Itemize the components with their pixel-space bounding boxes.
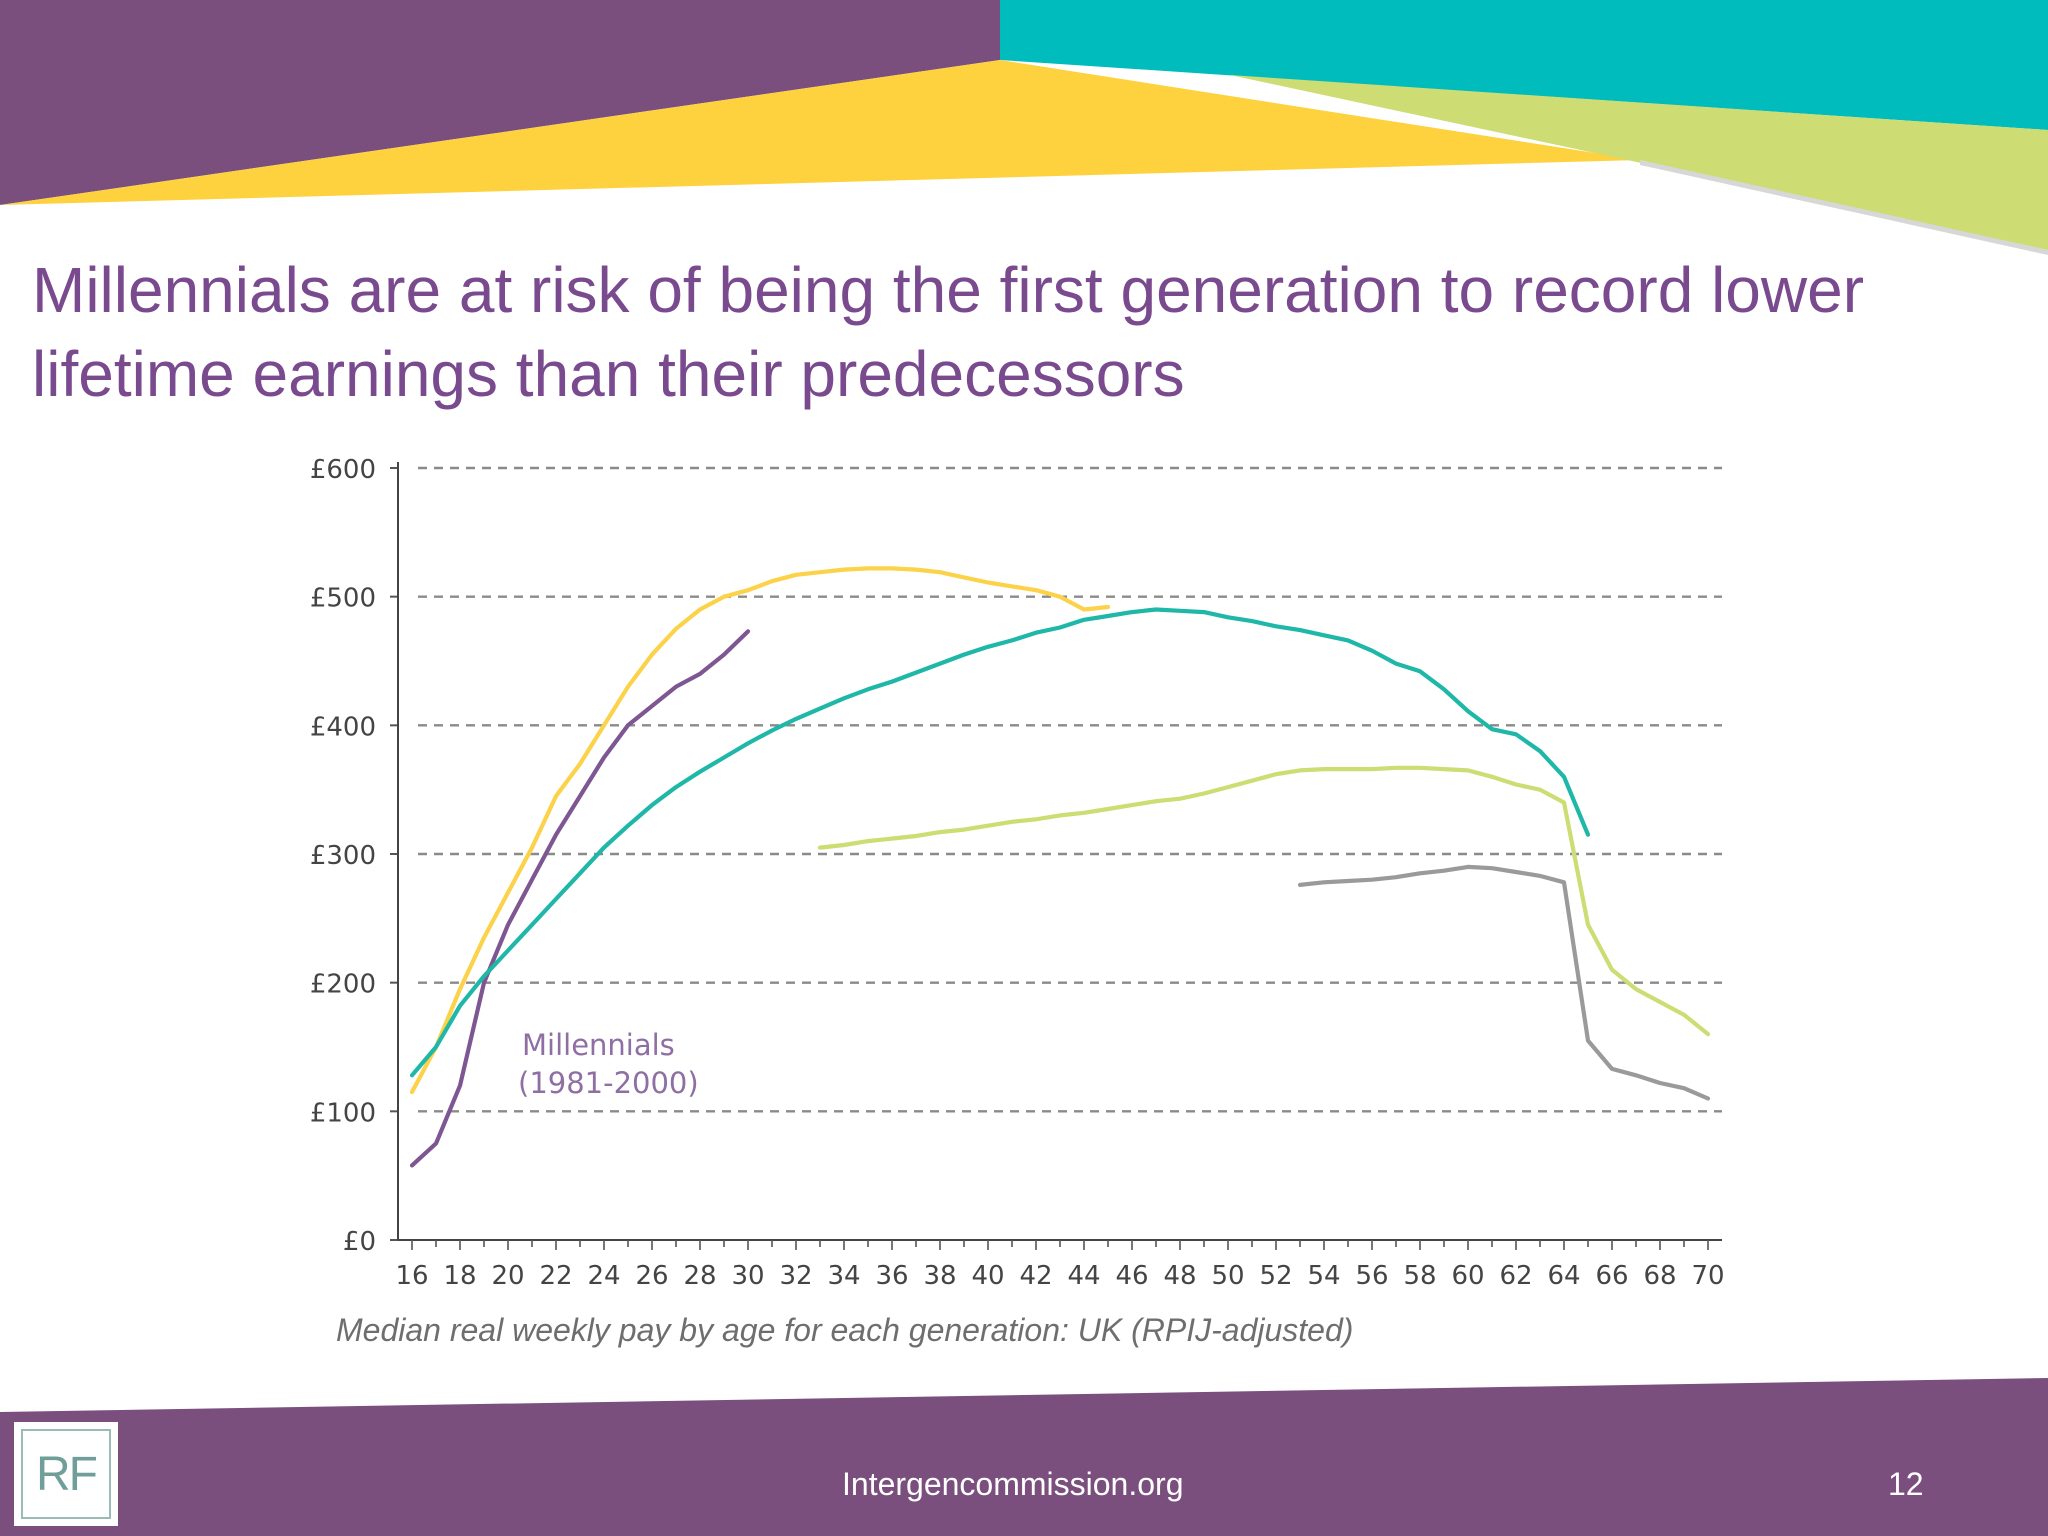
x-tick-label: 24 xyxy=(587,1261,620,1291)
series-line-2 xyxy=(409,607,1591,1078)
banner-teal-band xyxy=(0,0,2048,130)
x-tick-label: 56 xyxy=(1355,1261,1388,1291)
x-tick-label: 38 xyxy=(923,1261,956,1291)
x-tick-label: 40 xyxy=(971,1261,1004,1291)
y-tick-label: £0 xyxy=(343,1227,376,1257)
y-tick-label: £100 xyxy=(310,1098,376,1128)
x-tick-label: 32 xyxy=(779,1261,812,1291)
banner-yellow-band xyxy=(0,60,1640,205)
millennials-annotation-line1: Millennials xyxy=(522,1028,675,1062)
y-tick-label: £300 xyxy=(310,841,376,871)
x-tick-label: 52 xyxy=(1259,1261,1292,1291)
series-line-4 xyxy=(1297,864,1711,1101)
page-number: 12 xyxy=(1888,1466,1924,1502)
x-tick-label: 58 xyxy=(1403,1261,1436,1291)
banner-purple-band xyxy=(0,0,1000,205)
chart-caption: Median real weekly pay by age for each g… xyxy=(336,1312,1354,1348)
y-tick-label: £200 xyxy=(310,970,376,1000)
y-tick-label: £500 xyxy=(310,584,376,614)
x-tick-label: 42 xyxy=(1019,1261,1052,1291)
x-tick-label: 60 xyxy=(1451,1261,1484,1291)
x-tick-label: 44 xyxy=(1067,1261,1100,1291)
x-tick-label: 36 xyxy=(875,1261,908,1291)
x-tick-label: 16 xyxy=(395,1261,428,1291)
x-tick-label: 62 xyxy=(1499,1261,1532,1291)
series-line-3 xyxy=(817,765,1711,1037)
series-line-0 xyxy=(409,566,1111,1095)
millennials-annotation-line2: (1981-2000) xyxy=(518,1066,699,1100)
x-tick-label: 46 xyxy=(1115,1261,1148,1291)
banner-lime-edge xyxy=(1640,160,2048,255)
x-tick-label: 28 xyxy=(683,1261,716,1291)
footer-purple-band xyxy=(0,1378,2048,1536)
x-tick-label: 50 xyxy=(1211,1261,1244,1291)
series-line-1 xyxy=(409,629,751,1168)
x-tick-label: 20 xyxy=(491,1261,524,1291)
rf-logo-text: RF xyxy=(36,1447,98,1501)
earnings-line-chart: £0 £100 £200 £300 £400 £500 £600 16 18 20 22 24 26 28… xyxy=(310,455,1725,1291)
x-tick-label: 54 xyxy=(1307,1261,1340,1291)
x-tick-label: 26 xyxy=(635,1261,668,1291)
rf-logo: RF xyxy=(14,1422,118,1526)
x-tick-label: 18 xyxy=(443,1261,476,1291)
x-tick-label: 30 xyxy=(731,1261,764,1291)
y-tick-label: £400 xyxy=(310,712,376,742)
slide-title: Millennials are at risk of being the fir… xyxy=(32,254,1864,410)
top-decorative-banner xyxy=(0,0,2048,255)
x-tick-label: 34 xyxy=(827,1261,860,1291)
x-tick-label: 22 xyxy=(539,1261,572,1291)
x-tick-label: 64 xyxy=(1547,1261,1580,1291)
y-tick-label: £600 xyxy=(310,455,376,485)
x-tick-label: 48 xyxy=(1163,1261,1196,1291)
x-tick-label: 70 xyxy=(1691,1261,1724,1291)
footer-website-link[interactable]: Intergencommission.org xyxy=(842,1466,1184,1502)
x-tick-label: 68 xyxy=(1643,1261,1676,1291)
x-tick-label: 66 xyxy=(1595,1261,1628,1291)
rf-logo-frame: RF xyxy=(21,1429,111,1519)
